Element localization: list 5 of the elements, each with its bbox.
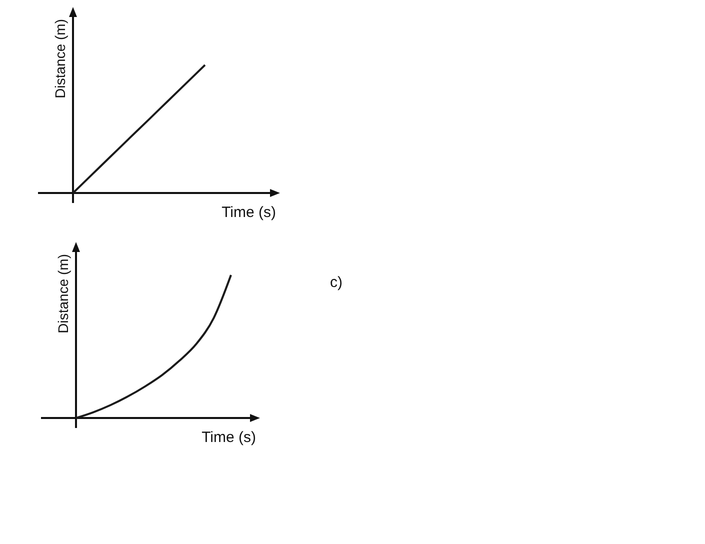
text: c) (330, 274, 342, 291)
y-axis-title: Distance (m) (52, 19, 68, 98)
x-axis-title: Time (s) (222, 204, 276, 221)
y-axis-title: Distance (m) (55, 254, 71, 334)
x-axis-title: Time (s) (202, 429, 256, 446)
